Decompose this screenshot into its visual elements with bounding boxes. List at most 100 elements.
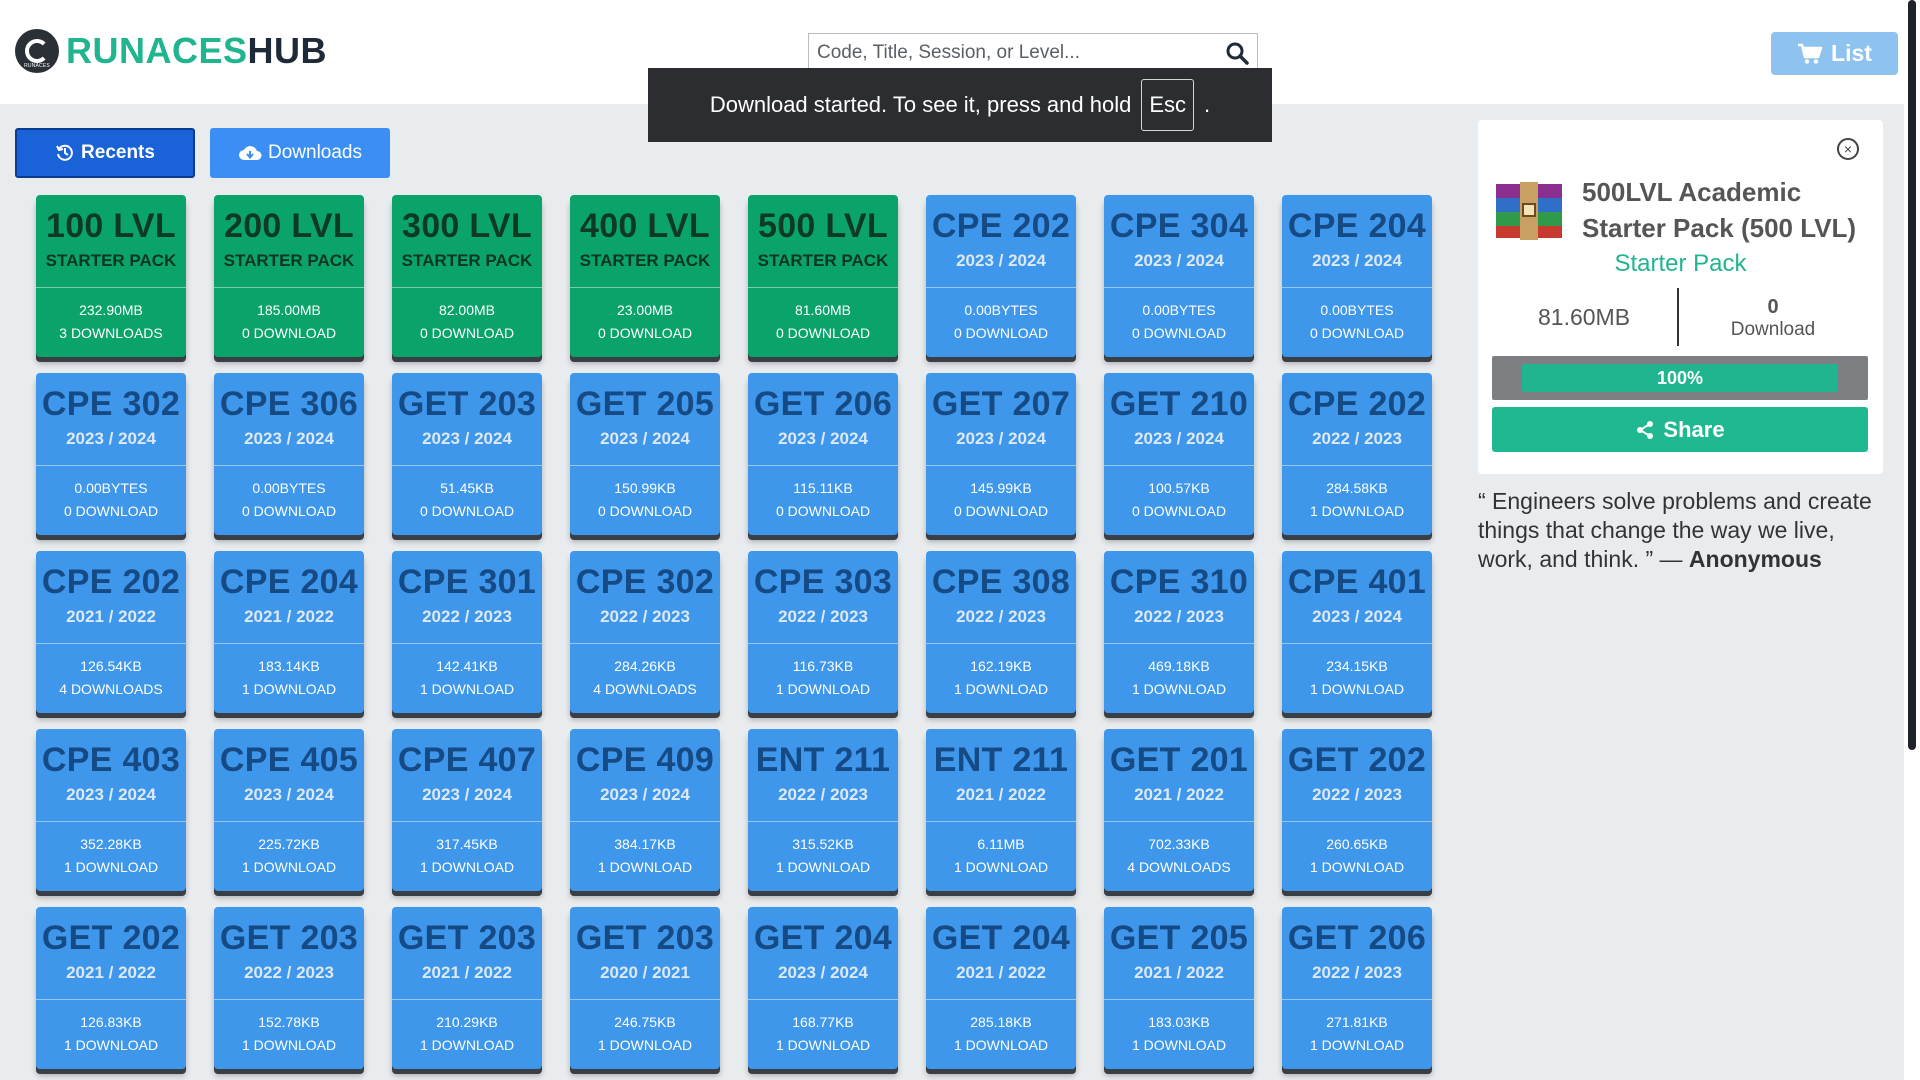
resource-card[interactable]: CPE 401 2023 / 2024 234.15KB 1 DOWNLOAD — [1282, 551, 1432, 713]
resource-card[interactable]: CPE 310 2022 / 2023 469.18KB 1 DOWNLOAD — [1104, 551, 1254, 713]
card-downloads: 1 DOWNLOAD — [419, 859, 515, 875]
resource-card[interactable]: CPE 302 2022 / 2023 284.26KB 4 DOWNLOADS — [570, 551, 720, 713]
card-divider — [926, 287, 1076, 288]
tab-downloads[interactable]: Downloads — [210, 128, 390, 178]
card-subtitle: 2023 / 2024 — [66, 785, 156, 804]
card-downloads: 1 DOWNLOAD — [1131, 1037, 1227, 1053]
card-subtitle: 2021 / 2022 — [956, 785, 1046, 804]
resource-card[interactable]: GET 210 2023 / 2024 100.57KB 0 DOWNLOAD — [1104, 373, 1254, 535]
resource-card[interactable]: CPE 405 2023 / 2024 225.72KB 1 DOWNLOAD — [214, 729, 364, 891]
resource-card[interactable]: CPE 303 2022 / 2023 116.73KB 1 DOWNLOAD — [748, 551, 898, 713]
card-size: 168.77KB — [792, 1014, 854, 1030]
resource-card[interactable]: GET 205 2023 / 2024 150.99KB 0 DOWNLOAD — [570, 373, 720, 535]
resource-card[interactable]: ENT 211 2021 / 2022 6.11MB 1 DOWNLOAD — [926, 729, 1076, 891]
card-size: 260.65KB — [1326, 836, 1388, 852]
resource-card[interactable]: GET 204 2023 / 2024 168.77KB 1 DOWNLOAD — [748, 907, 898, 1069]
card-subtitle: 2023 / 2024 — [1312, 251, 1402, 270]
card-divider — [926, 643, 1076, 644]
resource-card[interactable]: CPE 302 2023 / 2024 0.00BYTES 0 DOWNLOAD — [36, 373, 186, 535]
resource-card[interactable]: GET 206 2023 / 2024 115.11KB 0 DOWNLOAD — [748, 373, 898, 535]
card-title: GET 205 — [575, 385, 715, 423]
resource-card[interactable]: GET 204 2021 / 2022 285.18KB 1 DOWNLOAD — [926, 907, 1076, 1069]
search-input[interactable] — [809, 36, 1217, 70]
quote: “ Engineers solve problems and create th… — [1478, 487, 1878, 574]
resource-card[interactable]: GET 203 2023 / 2024 51.45KB 0 DOWNLOAD — [392, 373, 542, 535]
scroll-thumb[interactable] — [1908, 0, 1916, 750]
card-size: 225.72KB — [258, 836, 320, 852]
card-downloads: 4 DOWNLOADS — [593, 681, 697, 697]
card-subtitle: 2022 / 2023 — [1312, 785, 1402, 804]
brand-name-part1: RUNACES — [66, 30, 248, 71]
resource-card[interactable]: GET 203 2021 / 2022 210.29KB 1 DOWNLOAD — [392, 907, 542, 1069]
resource-card[interactable]: GET 203 2022 / 2023 152.78KB 1 DOWNLOAD — [214, 907, 364, 1069]
panel-size: 81.60MB — [1538, 304, 1631, 330]
archive-icon — [1496, 182, 1562, 240]
panel-title: 500LVL Academic Starter Pack (500 LVL) — [1582, 177, 1857, 243]
resource-card[interactable]: CPE 301 2022 / 2023 142.41KB 1 DOWNLOAD — [392, 551, 542, 713]
resource-card[interactable]: CPE 202 2023 / 2024 0.00BYTES 0 DOWNLOAD — [926, 195, 1076, 357]
card-subtitle: 2022 / 2023 — [1312, 429, 1402, 448]
card-subtitle: 2020 / 2021 — [600, 963, 690, 982]
download-panel: × 500LVL Academic Starter Pack (500 LVL)… — [1478, 120, 1883, 474]
card-subtitle: 2021 / 2022 — [66, 607, 156, 626]
resource-card[interactable]: CPE 304 2023 / 2024 0.00BYTES 0 DOWNLOAD — [1104, 195, 1254, 357]
cart-icon — [1798, 43, 1823, 64]
card-size: 126.83KB — [80, 1014, 142, 1030]
resource-card[interactable]: CPE 407 2023 / 2024 317.45KB 1 DOWNLOAD — [392, 729, 542, 891]
card-title: CPE 302 — [575, 563, 715, 601]
list-button[interactable]: List — [1771, 32, 1898, 75]
progress-track: 100% — [1492, 356, 1868, 400]
card-divider — [1104, 465, 1254, 466]
search-button[interactable] — [1217, 34, 1257, 72]
card-subtitle: 2022 / 2023 — [422, 607, 512, 626]
resource-card[interactable]: 200 LVL STARTER PACK 185.00MB 0 DOWNLOAD — [214, 195, 364, 357]
card-size: 23.00MB — [616, 302, 674, 318]
card-size: 116.73KB — [792, 658, 854, 674]
card-title: GET 207 — [931, 385, 1071, 423]
card-title: CPE 204 — [1287, 207, 1427, 245]
card-title: GET 203 — [575, 919, 715, 957]
scrollbar[interactable] — [1904, 0, 1920, 1080]
card-subtitle: STARTER PACK — [401, 251, 533, 270]
close-icon[interactable]: × — [1837, 138, 1859, 160]
card-subtitle: 2023 / 2024 — [1134, 429, 1224, 448]
resource-card[interactable]: ENT 211 2022 / 2023 315.52KB 1 DOWNLOAD — [748, 729, 898, 891]
resource-card[interactable]: GET 202 2021 / 2022 126.83KB 1 DOWNLOAD — [36, 907, 186, 1069]
resource-card[interactable]: 400 LVL STARTER PACK 23.00MB 0 DOWNLOAD — [570, 195, 720, 357]
resource-card[interactable]: CPE 204 2021 / 2022 183.14KB 1 DOWNLOAD — [214, 551, 364, 713]
resource-card[interactable]: CPE 202 2021 / 2022 126.54KB 4 DOWNLOADS — [36, 551, 186, 713]
brand-name-part2: HUB — [247, 30, 328, 71]
brand-logo[interactable]: RUNACES RUNACESHUB — [15, 29, 327, 73]
resource-card[interactable]: GET 203 2020 / 2021 246.75KB 1 DOWNLOAD — [570, 907, 720, 1069]
card-divider — [392, 821, 542, 822]
resource-card[interactable]: CPE 403 2023 / 2024 352.28KB 1 DOWNLOAD — [36, 729, 186, 891]
resource-card[interactable]: GET 206 2022 / 2023 271.81KB 1 DOWNLOAD — [1282, 907, 1432, 1069]
card-title: CPE 401 — [1287, 563, 1427, 601]
resource-card[interactable]: GET 207 2023 / 2024 145.99KB 0 DOWNLOAD — [926, 373, 1076, 535]
brand-name: RUNACESHUB — [66, 30, 327, 72]
tab-recents[interactable]: Recents — [15, 128, 195, 178]
card-downloads: 0 DOWNLOAD — [419, 325, 515, 341]
card-subtitle: 2022 / 2023 — [778, 607, 868, 626]
resource-card[interactable]: 500 LVL STARTER PACK 81.60MB 0 DOWNLOAD — [748, 195, 898, 357]
card-size: 271.81KB — [1326, 1014, 1388, 1030]
card-size: 246.75KB — [614, 1014, 676, 1030]
resource-card[interactable]: CPE 306 2023 / 2024 0.00BYTES 0 DOWNLOAD — [214, 373, 364, 535]
card-downloads: 0 DOWNLOAD — [63, 503, 159, 519]
resource-card[interactable]: CPE 202 2022 / 2023 284.58KB 1 DOWNLOAD — [1282, 373, 1432, 535]
share-button[interactable]: Share — [1492, 407, 1868, 452]
card-size: 183.14KB — [258, 658, 320, 674]
card-downloads: 1 DOWNLOAD — [63, 859, 159, 875]
resource-card[interactable]: 100 LVL STARTER PACK 232.90MB 3 DOWNLOADS — [36, 195, 186, 357]
resource-card[interactable]: GET 205 2021 / 2022 183.03KB 1 DOWNLOAD — [1104, 907, 1254, 1069]
resource-card[interactable]: GET 202 2022 / 2023 260.65KB 1 DOWNLOAD — [1282, 729, 1432, 891]
resource-card[interactable]: CPE 308 2022 / 2023 162.19KB 1 DOWNLOAD — [926, 551, 1076, 713]
resource-card[interactable]: GET 201 2021 / 2022 702.33KB 4 DOWNLOADS — [1104, 729, 1254, 891]
card-downloads: 0 DOWNLOAD — [775, 325, 871, 341]
card-title: GET 203 — [397, 919, 537, 957]
resource-card[interactable]: CPE 204 2023 / 2024 0.00BYTES 0 DOWNLOAD — [1282, 195, 1432, 357]
resource-card[interactable]: CPE 409 2023 / 2024 384.17KB 1 DOWNLOAD — [570, 729, 720, 891]
card-size: 150.99KB — [614, 480, 676, 496]
card-downloads: 1 DOWNLOAD — [241, 1037, 337, 1053]
resource-card[interactable]: 300 LVL STARTER PACK 82.00MB 0 DOWNLOAD — [392, 195, 542, 357]
